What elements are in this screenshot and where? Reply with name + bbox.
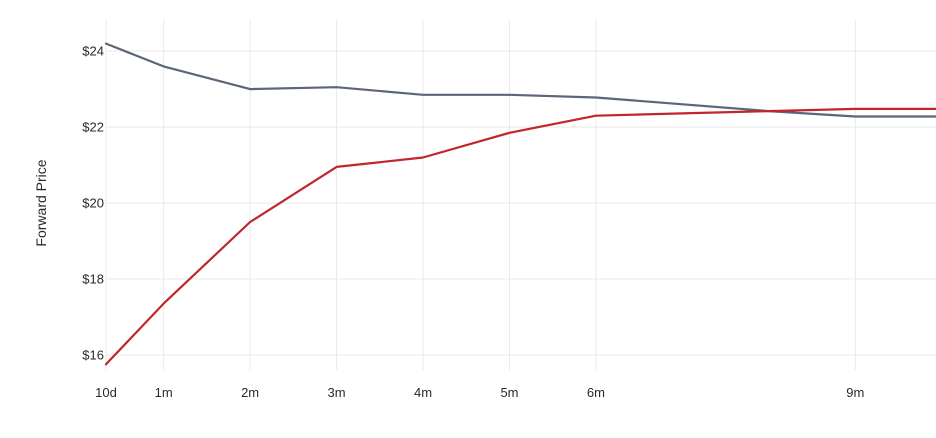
x-tick-label: 10d [95,385,117,400]
series-group [104,42,936,366]
y-tick-label: $16 [82,347,104,362]
y-tick-label: $22 [82,120,104,135]
y-tick-label: $18 [82,271,104,286]
x-tick-label: 6m [587,385,605,400]
x-tick-label: 2m [241,385,259,400]
x-tick-label: 4m [414,385,432,400]
x-tick-label: 1m [155,385,173,400]
y-axis-ticks: $16 $18 $20 $22 $24 [82,44,104,363]
x-tick-label: 9m [846,385,864,400]
x-axis-ticks: 10d 1m 2m 3m 4m 5m 6m 9m [95,385,864,400]
x-tick-label: 3m [328,385,346,400]
y-tick-label: $24 [82,44,104,59]
series-line-2 [104,107,936,366]
y-axis-title: Forward Price [33,159,49,246]
gridlines [105,20,936,370]
series-line-1 [104,42,936,118]
x-tick-label: 5m [500,385,518,400]
y-tick-label: $20 [82,196,104,211]
